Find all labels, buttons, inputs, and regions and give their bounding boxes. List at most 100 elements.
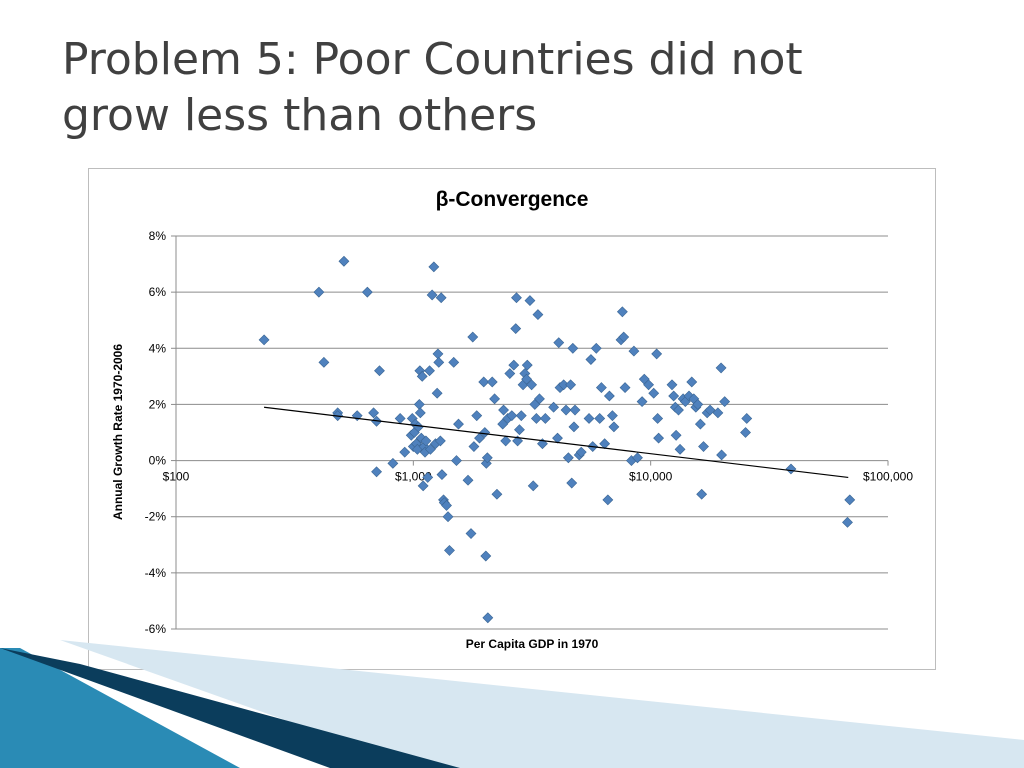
data-point (603, 390, 615, 402)
data-point (595, 382, 607, 394)
data-point (441, 500, 452, 511)
data-point (318, 356, 330, 368)
gridlines (171, 235, 889, 630)
data-point (566, 477, 578, 489)
data-point (511, 292, 522, 304)
data-point (468, 441, 480, 452)
data-point (524, 295, 536, 306)
data-point (428, 261, 440, 273)
slide-title-line2: grow less than others (62, 90, 538, 141)
data-point (585, 354, 597, 365)
data-point (387, 457, 399, 469)
chart-frame: β-Convergence -6% -4% -2% 0% 2% 4% 6% 8% $100 $1… (88, 168, 936, 670)
data-point (515, 410, 527, 422)
data-point (491, 488, 503, 500)
data-point (651, 348, 663, 360)
data-point (602, 494, 614, 506)
data-point (462, 474, 474, 486)
data-point (526, 379, 538, 391)
data-point (465, 528, 477, 539)
x-tick-label: $100,000 (863, 470, 913, 484)
y-tick-label: 4% (149, 341, 167, 355)
x-tick-labels: $100 $1,000 $10,000 $100,000 (163, 470, 914, 484)
data-point (692, 399, 704, 410)
y-tick-label: 0% (149, 454, 167, 468)
data-point (486, 376, 498, 388)
data-point (569, 404, 581, 416)
data-point (553, 337, 565, 349)
data-point (648, 387, 660, 399)
slide-title: Problem 5: Poor Countries did not grow l… (62, 32, 982, 144)
data-point (504, 368, 516, 379)
y-tick-label: -2% (145, 510, 167, 524)
data-point (434, 435, 446, 447)
data-point (521, 373, 532, 385)
data-point (698, 441, 709, 452)
data-point (480, 550, 492, 562)
y-axis-title: Annual Growth Rate 1970-2006 (111, 344, 125, 520)
deco-dark-band (0, 648, 460, 768)
data-point (616, 306, 628, 318)
data-point (474, 432, 485, 444)
data-point (539, 413, 551, 424)
data-point (568, 421, 580, 433)
data-point (510, 323, 522, 335)
data-point (560, 404, 572, 416)
data-point (636, 396, 648, 408)
data-point (371, 466, 382, 478)
data-point (696, 488, 708, 500)
data-point (479, 427, 491, 438)
data-point (433, 356, 445, 368)
data-point (632, 452, 643, 464)
data-point (467, 331, 479, 343)
data-point (416, 370, 428, 382)
data-point (414, 407, 426, 419)
y-tick-label: -6% (145, 622, 167, 636)
x-tick-label: $1,000 (395, 470, 432, 484)
data-point (562, 452, 574, 464)
data-point (471, 410, 483, 422)
data-point (399, 446, 411, 458)
data-point (420, 435, 432, 447)
y-tick-label: 6% (149, 285, 167, 299)
data-point (668, 390, 680, 402)
y-tick-label: 2% (149, 397, 167, 411)
data-point (489, 393, 501, 405)
data-point (426, 289, 438, 301)
data-point (608, 421, 620, 433)
scatter-chart: β-Convergence -6%-4%-2%0%2%4%6%8% $100 $1… (111, 188, 914, 651)
data-point (338, 255, 350, 267)
data-point (606, 410, 618, 422)
data-point (521, 359, 533, 371)
deco-blue-band (0, 648, 240, 768)
data-point (514, 424, 525, 436)
data-point (670, 429, 682, 441)
trendline (263, 406, 849, 479)
y-tick-label: -4% (145, 566, 167, 580)
slide-title-line1: Problem 5: Poor Countries did not (62, 34, 803, 85)
data-point (643, 379, 655, 391)
data-point (534, 393, 545, 405)
data-point (653, 432, 665, 444)
data-point (313, 286, 325, 298)
data-point (508, 359, 520, 371)
x-tick-label: $10,000 (629, 470, 673, 484)
data-point (532, 309, 544, 321)
data-point (694, 418, 706, 430)
data-point (715, 362, 727, 374)
x-axis-title: Per Capita GDP in 1970 (466, 637, 599, 651)
data-point (258, 334, 270, 346)
data-point (431, 387, 443, 399)
data-points (258, 255, 856, 624)
data-point (444, 544, 455, 556)
data-point (498, 404, 509, 416)
data-point (652, 413, 664, 424)
data-point (716, 449, 728, 461)
data-point (583, 413, 595, 424)
data-point (619, 382, 631, 394)
data-point (740, 427, 751, 438)
data-point (478, 376, 490, 388)
data-point (842, 516, 853, 528)
data-point (481, 452, 493, 464)
